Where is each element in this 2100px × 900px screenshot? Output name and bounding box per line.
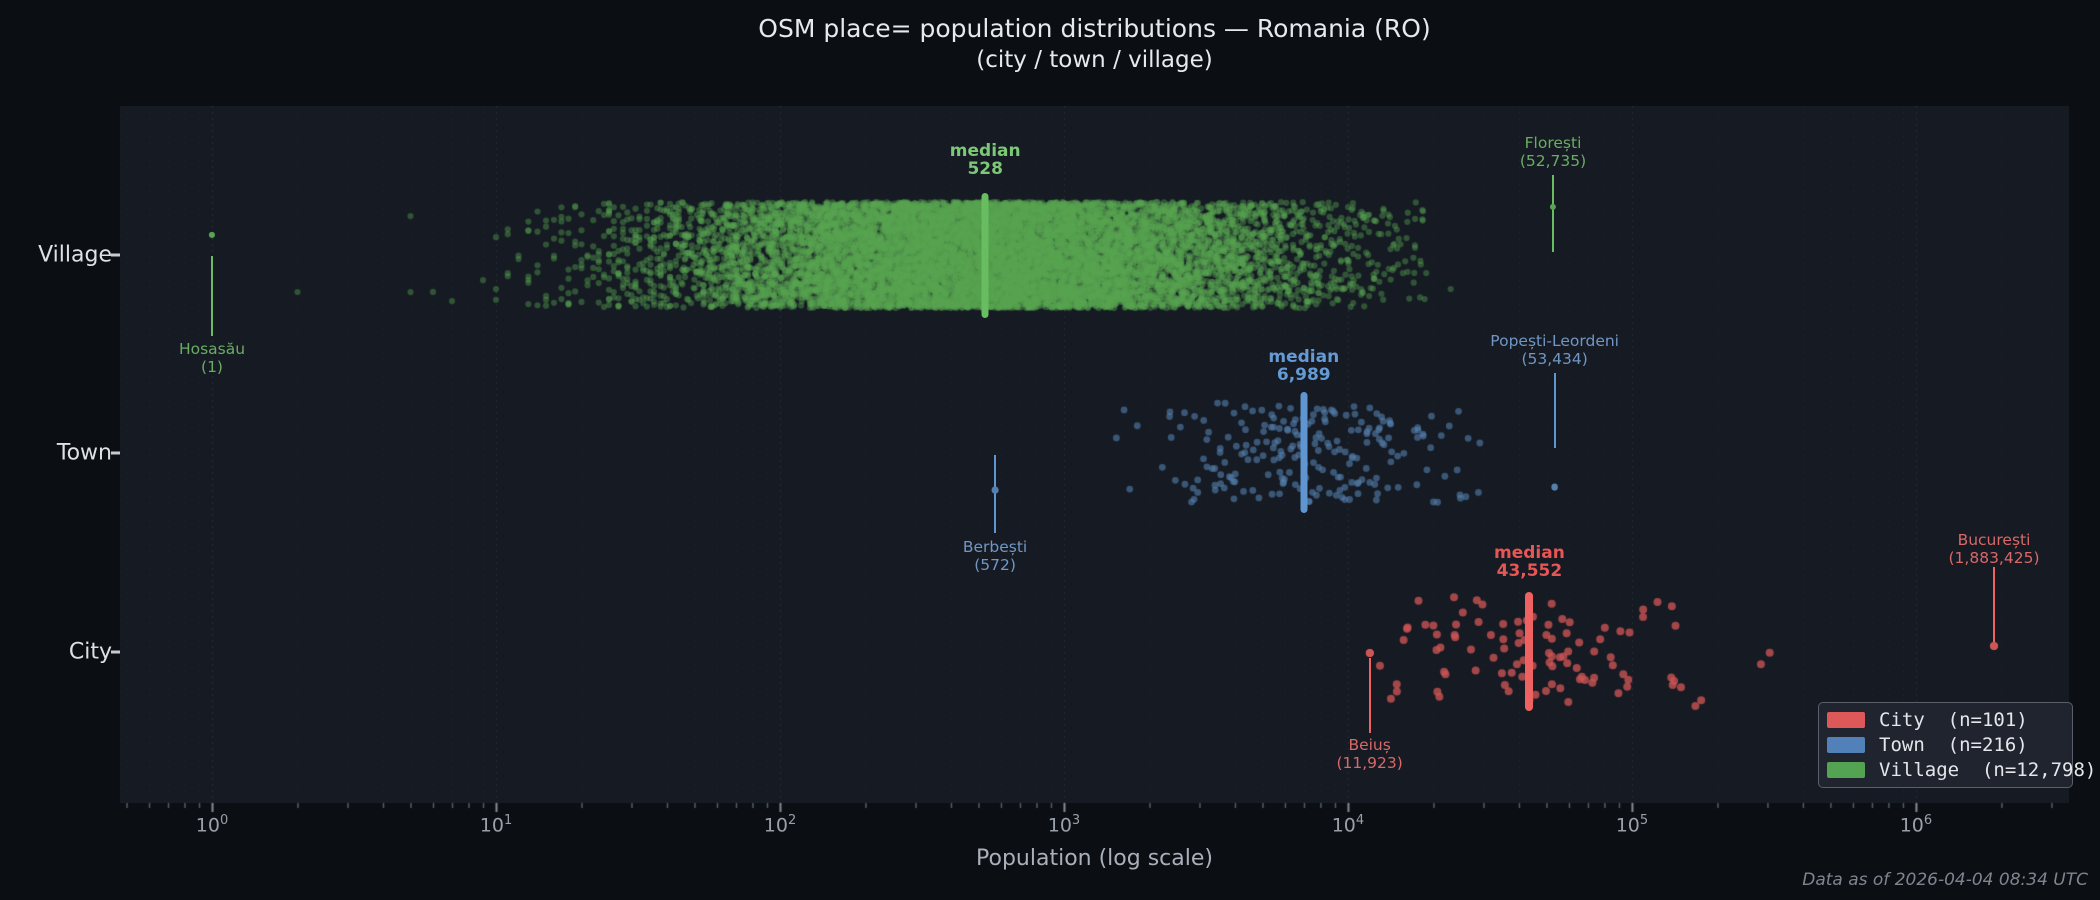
x-tick-label-1e1: 101	[479, 813, 513, 837]
legend-item-town: Town (n=216)	[1827, 734, 2064, 756]
annotation-label-popesti-leordeni: Popești-Leordeni (53,434)	[1490, 332, 1619, 368]
y-axis-label-city: City	[68, 639, 112, 665]
legend-label-city: City (n=101)	[1879, 709, 2028, 732]
annotation-line-popesti-leordeni	[1553, 373, 1556, 448]
legend-item-village: Village (n=12,798)	[1827, 759, 2096, 781]
annotation-line-berbesti	[994, 455, 997, 533]
x-tick-label-1e6: 106	[1899, 813, 1933, 837]
legend-swatch-village	[1827, 761, 1865, 778]
annotation-line-floresti	[1552, 175, 1555, 252]
y-tick-village	[111, 253, 120, 257]
y-axis-label-town: Town	[56, 440, 112, 466]
annotation-dot-bucuresti	[1990, 642, 1998, 650]
x-tick-label-1e2: 102	[763, 813, 797, 837]
median-label-village: median 528	[949, 141, 1021, 179]
median-label-city: median 43,552	[1494, 543, 1565, 581]
x-axis-label: Population (log scale)	[976, 846, 1213, 871]
legend-label-town: Town (n=216)	[1879, 733, 2028, 756]
y-tick-city	[111, 650, 120, 654]
annotation-dot-hosasau	[208, 231, 216, 239]
annotation-line-beius	[1368, 658, 1371, 733]
legend: City (n=101) Town (n=216) Village (n=12,79…	[1818, 702, 2096, 788]
median-marker-city	[1525, 592, 1534, 711]
y-axis-label-village: Village	[38, 242, 112, 268]
x-tick-label-1e0: 100	[195, 813, 229, 837]
y-tick-town	[111, 451, 120, 455]
annotation-label-floresti: Florești (52,735)	[1519, 134, 1587, 170]
legend-swatch-city	[1827, 712, 1865, 729]
annotation-dot-berbesti	[991, 486, 999, 494]
annotation-label-beius: Beiuș (11,923)	[1336, 736, 1403, 772]
annotation-dot-floresti	[1549, 203, 1557, 211]
annotation-label-hosasau: Hosasău (1)	[178, 340, 246, 376]
annotation-label-berbesti: Berbești (572)	[962, 538, 1028, 574]
x-tick-label-1e5: 105	[1615, 813, 1649, 837]
annotation-dot-popesti-leordeni	[1551, 483, 1559, 491]
annotation-line-bucuresti	[1993, 567, 1995, 642]
median-marker-town	[1300, 392, 1308, 513]
annotation-dot-beius	[1365, 649, 1374, 657]
x-tick-label-1e3: 103	[1047, 813, 1081, 837]
legend-label-village: Village (n=12,798)	[1879, 758, 2097, 781]
legend-swatch-town	[1827, 736, 1865, 753]
annotation-line-hosasau	[211, 256, 213, 336]
median-marker-village	[981, 193, 989, 318]
median-label-town: median 6,989	[1268, 347, 1340, 385]
annotation-label-bucuresti: București (1,883,425)	[1948, 531, 2040, 567]
data-as-of-footnote: Data as of 2026-04-04 08:34 UTC	[1802, 870, 2088, 890]
legend-item-city: City (n=101)	[1827, 709, 2064, 731]
x-tick-label-1e4: 104	[1331, 813, 1365, 837]
